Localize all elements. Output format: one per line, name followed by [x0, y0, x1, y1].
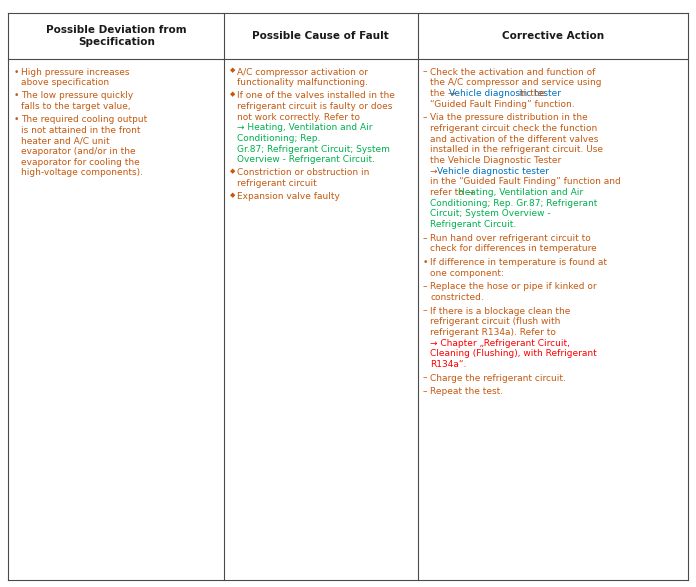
Text: Possible Deviation from
Specification: Possible Deviation from Specification	[46, 25, 187, 46]
Text: High pressure increases: High pressure increases	[21, 68, 129, 76]
Text: R134a“.: R134a“.	[430, 360, 466, 369]
Text: –: –	[422, 68, 427, 76]
Text: Expansion valve faulty: Expansion valve faulty	[237, 192, 340, 201]
Text: Corrective Action: Corrective Action	[502, 31, 603, 41]
Text: installed in the refrigerant circuit. Use: installed in the refrigerant circuit. Us…	[430, 145, 603, 154]
Text: not work correctly. Refer to: not work correctly. Refer to	[237, 113, 360, 122]
Text: constricted.: constricted.	[430, 293, 484, 302]
Text: Repeat the test.: Repeat the test.	[430, 387, 503, 396]
Text: ◆: ◆	[230, 91, 235, 97]
Text: the →: the →	[430, 89, 459, 98]
Text: If there is a blockage clean the: If there is a blockage clean the	[430, 306, 571, 316]
Text: the A/C compressor and service using: the A/C compressor and service using	[430, 78, 601, 87]
Text: Constriction or obstruction in: Constriction or obstruction in	[237, 168, 369, 177]
Text: →: →	[430, 167, 441, 176]
Text: Vehicle diagnostic tester: Vehicle diagnostic tester	[449, 89, 561, 98]
Text: refrigerant circuit: refrigerant circuit	[237, 179, 317, 188]
Text: –: –	[422, 387, 427, 396]
Text: the Vehicle Diagnostic Tester: the Vehicle Diagnostic Tester	[430, 156, 562, 165]
Text: Conditioning; Rep.: Conditioning; Rep.	[237, 134, 320, 143]
Text: refer to →: refer to →	[430, 188, 477, 197]
Text: in the: in the	[516, 89, 546, 98]
Text: and activation of the different valves: and activation of the different valves	[430, 134, 599, 144]
Text: above specification: above specification	[21, 78, 109, 87]
Text: Charge the refrigerant circuit.: Charge the refrigerant circuit.	[430, 373, 566, 383]
Text: Gr.87; Refrigerant Circuit; System: Gr.87; Refrigerant Circuit; System	[237, 144, 390, 154]
Text: Cleaning (Flushing), with Refrigerant: Cleaning (Flushing), with Refrigerant	[430, 349, 597, 358]
Text: Vehicle diagnostic tester: Vehicle diagnostic tester	[437, 167, 549, 176]
Text: refrigerant circuit is faulty or does: refrigerant circuit is faulty or does	[237, 102, 392, 111]
Text: Overview - Refrigerant Circuit.: Overview - Refrigerant Circuit.	[237, 156, 374, 164]
Text: The low pressure quickly: The low pressure quickly	[21, 91, 133, 100]
Text: high-voltage components).: high-voltage components).	[21, 168, 143, 177]
Text: evaporator for cooling the: evaporator for cooling the	[21, 158, 140, 167]
Text: ◆: ◆	[230, 68, 235, 73]
Text: ◆: ◆	[230, 192, 235, 198]
Text: If difference in temperature is found at: If difference in temperature is found at	[430, 258, 607, 267]
Text: one component:: one component:	[430, 269, 504, 278]
Text: •: •	[422, 258, 428, 267]
Text: Circuit; System Overview -: Circuit; System Overview -	[430, 210, 551, 218]
Text: Refrigerant Circuit.: Refrigerant Circuit.	[430, 220, 516, 229]
Text: heater and A/C unit: heater and A/C unit	[21, 136, 109, 146]
Text: –: –	[422, 282, 427, 291]
Text: –: –	[422, 306, 427, 316]
Text: Possible Cause of Fault: Possible Cause of Fault	[253, 31, 389, 41]
Text: falls to the target value,: falls to the target value,	[21, 102, 131, 111]
Text: Via the pressure distribution in the: Via the pressure distribution in the	[430, 113, 588, 122]
Text: → Chapter „Refrigerant Circuit,: → Chapter „Refrigerant Circuit,	[430, 339, 570, 348]
Text: Conditioning; Rep. Gr.87; Refrigerant: Conditioning; Rep. Gr.87; Refrigerant	[430, 198, 597, 208]
Text: → Heating, Ventilation and Air: → Heating, Ventilation and Air	[237, 123, 372, 132]
Text: refrigerant circuit (flush with: refrigerant circuit (flush with	[430, 317, 560, 326]
Text: –: –	[422, 113, 427, 122]
Text: •: •	[14, 68, 19, 76]
Text: If one of the valves installed in the: If one of the valves installed in the	[237, 91, 395, 100]
Text: is not attained in the front: is not attained in the front	[21, 126, 141, 134]
Text: Run hand over refrigerant circuit to: Run hand over refrigerant circuit to	[430, 234, 591, 242]
Text: Replace the hose or pipe if kinked or: Replace the hose or pipe if kinked or	[430, 282, 596, 291]
Text: functionality malfunctioning.: functionality malfunctioning.	[237, 78, 367, 87]
Text: evaporator (and/or in the: evaporator (and/or in the	[21, 147, 136, 156]
Text: The required cooling output: The required cooling output	[21, 115, 147, 124]
Text: refrigerant R134a). Refer to: refrigerant R134a). Refer to	[430, 328, 556, 337]
Text: –: –	[422, 373, 427, 383]
Text: A/C compressor activation or: A/C compressor activation or	[237, 68, 367, 76]
Text: check for differences in temperature: check for differences in temperature	[430, 244, 597, 254]
Text: Heating, Ventilation and Air: Heating, Ventilation and Air	[458, 188, 583, 197]
Text: in the “Guided Fault Finding” function and: in the “Guided Fault Finding” function a…	[430, 177, 621, 186]
Text: ◆: ◆	[230, 168, 235, 174]
Text: Check the activation and function of: Check the activation and function of	[430, 68, 596, 76]
Text: –: –	[422, 234, 427, 242]
Text: •: •	[14, 115, 19, 124]
Text: refrigerant circuit check the function: refrigerant circuit check the function	[430, 124, 597, 133]
Text: •: •	[14, 91, 19, 100]
Text: “Guided Fault Finding” function.: “Guided Fault Finding” function.	[430, 100, 575, 109]
